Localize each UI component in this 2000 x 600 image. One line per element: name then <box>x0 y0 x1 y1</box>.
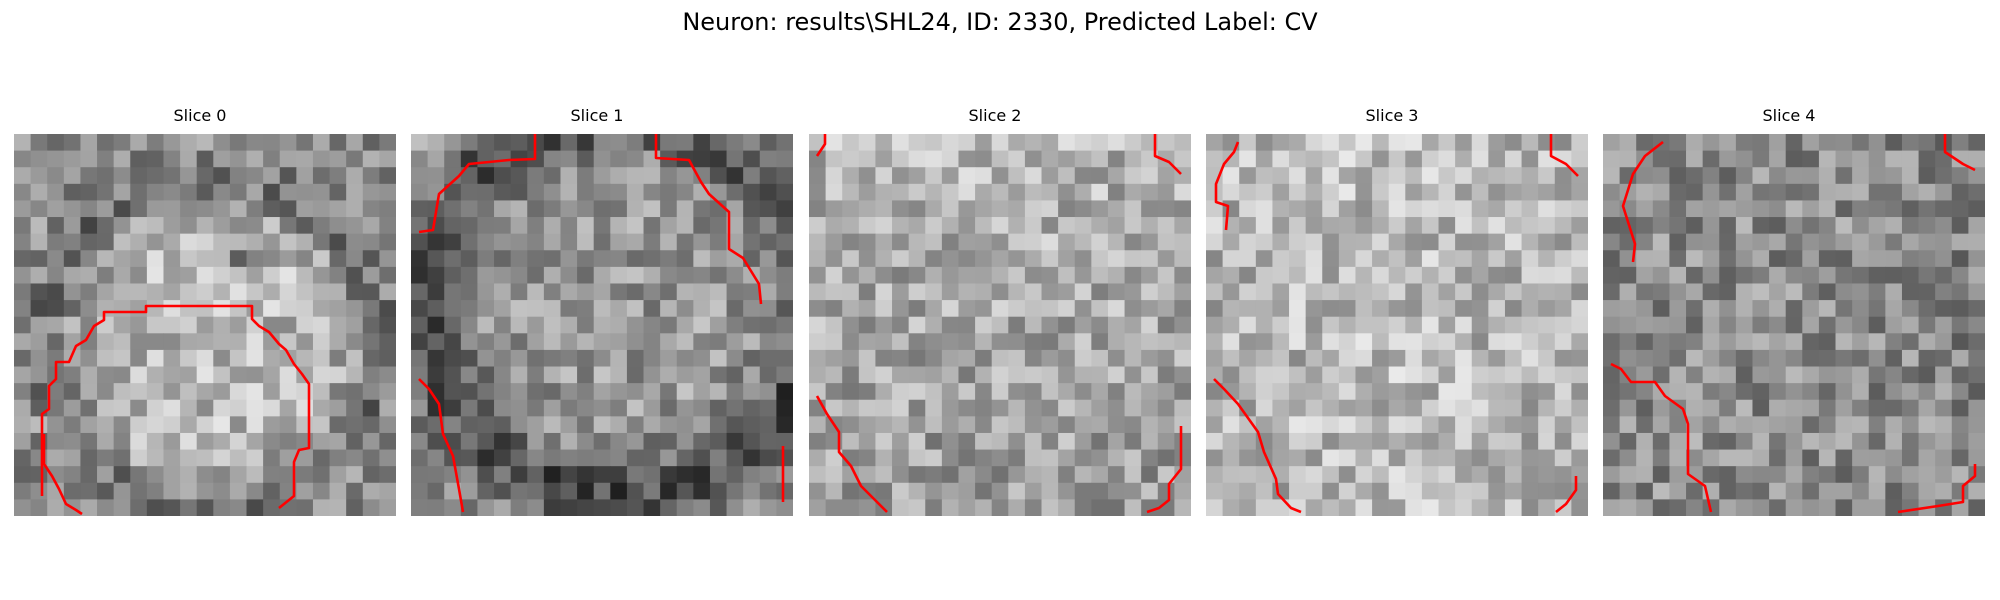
slice-image <box>14 134 396 516</box>
pixel-grid <box>14 134 396 516</box>
slice-panel-1: Slice 1 <box>397 106 797 526</box>
slice-title: Slice 2 <box>968 106 1022 125</box>
contour-line <box>1213 378 1302 514</box>
contour-line <box>1555 476 1578 514</box>
contour-line <box>815 134 827 157</box>
contour-line <box>1897 464 1977 514</box>
slice-image <box>1206 134 1588 516</box>
contour-line <box>815 395 888 513</box>
contour-line <box>1610 362 1713 513</box>
slice-title: Slice 3 <box>1365 106 1419 125</box>
contour-line <box>42 434 83 516</box>
slice-image <box>411 134 793 516</box>
contour-line <box>418 378 465 513</box>
contour-line <box>1943 134 1976 172</box>
slice-panel-2: Slice 2 <box>795 106 1195 526</box>
pixel-grid <box>411 134 793 516</box>
contour-line <box>1549 134 1579 177</box>
contour-line <box>1621 140 1664 263</box>
slice-panel-3: Slice 3 <box>1192 106 1592 526</box>
pixel-grid <box>1206 134 1588 516</box>
slice-panel-0: Slice 0 <box>0 106 400 526</box>
slice-title: Slice 0 <box>173 106 227 125</box>
figure-title: Neuron: results\SHL24, ID: 2330, Predict… <box>682 8 1318 36</box>
contour-line <box>1153 134 1182 175</box>
slice-title: Slice 1 <box>570 106 624 125</box>
contour-line <box>1146 426 1183 514</box>
pixel-grid <box>809 134 1191 516</box>
contour-line <box>654 134 763 305</box>
slice-image <box>1603 134 1985 516</box>
pixel-grid <box>1603 134 1985 516</box>
contour-line <box>418 134 537 234</box>
slice-title: Slice 4 <box>1762 106 1816 125</box>
slice-panel-4: Slice 4 <box>1589 106 1989 526</box>
slice-image <box>809 134 1191 516</box>
contour-line <box>1214 141 1240 231</box>
contour-line <box>40 304 311 510</box>
